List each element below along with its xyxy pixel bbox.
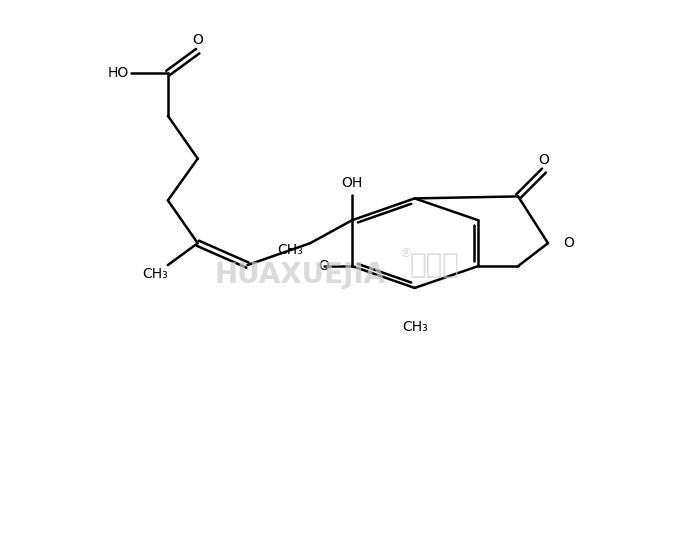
Text: O: O	[319, 259, 330, 273]
Text: CH₃: CH₃	[402, 320, 427, 334]
Text: OH: OH	[341, 176, 363, 190]
Text: CH₃: CH₃	[277, 243, 303, 257]
Text: CH₃: CH₃	[142, 267, 168, 281]
Text: HO: HO	[108, 66, 129, 80]
Text: O: O	[563, 236, 574, 250]
Text: ®: ®	[400, 246, 412, 260]
Text: HUAXUEJIA: HUAXUEJIA	[215, 261, 386, 289]
Text: O: O	[539, 152, 550, 166]
Text: O: O	[192, 33, 203, 47]
Text: 化学加: 化学加	[409, 251, 460, 279]
